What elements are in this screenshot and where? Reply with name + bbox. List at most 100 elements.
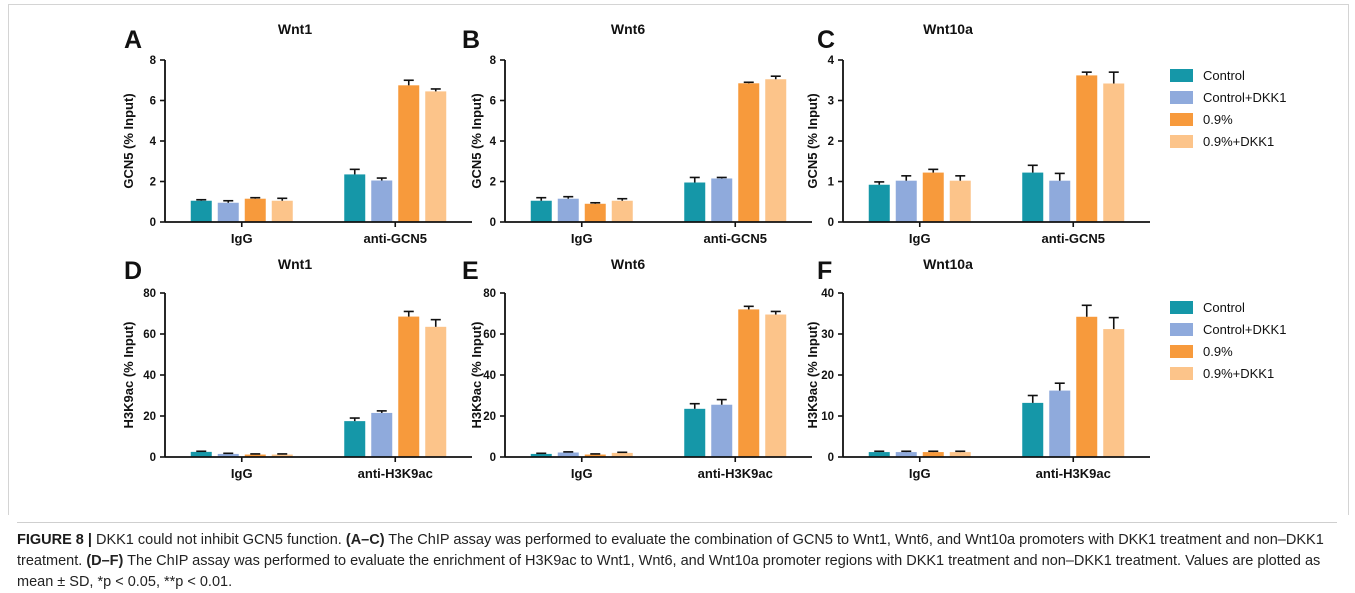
bar (1103, 83, 1125, 223)
y-tick-label: 40 (821, 288, 834, 300)
y-tick-label: 6 (490, 96, 496, 108)
bar (711, 404, 733, 457)
x-tick-label: anti-GCN5 (363, 231, 427, 246)
y-axis-label: H3K9ac (% Input) (805, 322, 820, 429)
y-tick-label: 6 (150, 96, 156, 108)
x-tick-label: anti-H3K9ac (698, 466, 773, 481)
bar (1049, 390, 1071, 457)
y-tick-label: 40 (483, 370, 496, 382)
x-tick-label: anti-GCN5 (703, 231, 767, 246)
y-tick-label: 2 (490, 177, 496, 189)
bar (584, 203, 606, 222)
bar (738, 83, 760, 222)
legend-swatch (1170, 69, 1193, 82)
bar (344, 421, 366, 457)
bar (1022, 402, 1044, 457)
y-tick-label: 0 (150, 452, 156, 464)
y-tick-label: 20 (821, 370, 834, 382)
y-tick-label: 80 (143, 288, 156, 300)
panel-letter: B (462, 26, 480, 54)
legend-label: 0.9%+DKK1 (1203, 134, 1274, 149)
panel-letter: A (124, 26, 142, 54)
bar (611, 200, 633, 222)
y-tick-label: 4 (490, 136, 497, 148)
legend-label: Control+DKK1 (1203, 322, 1286, 337)
panel-title: Wnt1 (278, 256, 312, 272)
y-axis-label: H3K9ac (% Input) (469, 322, 484, 429)
y-tick-label: 20 (483, 411, 496, 423)
bar (1076, 316, 1098, 457)
legend-swatch (1170, 367, 1193, 380)
bar (949, 180, 971, 222)
bar (530, 453, 552, 457)
legend-swatch (1170, 345, 1193, 358)
bar (190, 200, 212, 222)
caption-range-2: (D–F) (86, 553, 124, 569)
bar (1076, 75, 1098, 222)
caption-range-1: (A–C) (345, 532, 385, 548)
panel-title: Wnt10a (923, 256, 973, 272)
panel-letter: D (124, 257, 142, 285)
y-axis-label: H3K9ac (% Input) (121, 322, 136, 429)
y-axis-label: GCN5 (% Input) (805, 93, 820, 188)
bar (190, 451, 212, 457)
y-tick-label: 40 (143, 370, 156, 382)
caption-intro: DKK1 could not inhibit GCN5 function. (91, 532, 346, 548)
x-tick-label: IgG (571, 231, 593, 246)
panel-letter: F (817, 257, 832, 285)
bar (584, 454, 606, 457)
y-tick-label: 4 (150, 136, 157, 148)
bar (1049, 180, 1071, 222)
bar (425, 91, 447, 222)
x-tick-label: anti-H3K9ac (1036, 466, 1111, 481)
panel-letter: C (817, 26, 835, 54)
y-tick-label: 30 (821, 329, 834, 341)
legend-label: Control (1203, 300, 1245, 315)
bar (684, 182, 706, 222)
bar (1103, 329, 1125, 457)
panel-title: Wnt6 (611, 21, 645, 37)
y-tick-label: 0 (828, 452, 834, 464)
bar (1022, 172, 1044, 222)
panel-title: Wnt10a (923, 21, 973, 37)
bar (922, 452, 944, 457)
x-tick-label: IgG (909, 466, 931, 481)
y-tick-label: 10 (821, 411, 834, 423)
bar (949, 452, 971, 457)
bar (922, 172, 944, 222)
legend-swatch (1170, 135, 1193, 148)
legend-label: 0.9% (1203, 344, 1233, 359)
caption-label: FIGURE 8 | (17, 532, 92, 548)
y-tick-label: 3 (828, 96, 834, 108)
bar (684, 408, 706, 457)
y-tick-label: 4 (828, 55, 835, 67)
bar (398, 316, 420, 457)
x-tick-label: anti-H3K9ac (358, 466, 433, 481)
legend-swatch (1170, 323, 1193, 336)
y-tick-label: 2 (150, 177, 156, 189)
bar (557, 198, 579, 222)
bar (425, 326, 447, 457)
bar (371, 412, 393, 457)
y-tick-label: 0 (828, 217, 834, 229)
legend-swatch (1170, 301, 1193, 314)
caption-text-2: The ChIP assay was performed to evaluate… (17, 553, 1321, 590)
y-tick-label: 0 (490, 452, 496, 464)
y-axis-label: GCN5 (% Input) (469, 93, 484, 188)
bar (711, 178, 733, 222)
bar (530, 200, 552, 222)
legend-swatch (1170, 91, 1193, 104)
bar (344, 174, 366, 222)
x-tick-label: IgG (231, 466, 253, 481)
panel-title: Wnt6 (611, 256, 645, 272)
bar (371, 180, 393, 222)
y-axis-label: GCN5 (% Input) (121, 93, 136, 188)
bar (868, 452, 890, 457)
figure-caption: FIGURE 8 | DKK1 could not inhibit GCN5 f… (17, 522, 1337, 593)
y-tick-label: 0 (490, 217, 496, 229)
x-tick-label: IgG (231, 231, 253, 246)
panel-title: Wnt1 (278, 21, 312, 37)
y-tick-label: 8 (490, 55, 497, 67)
y-tick-label: 60 (483, 329, 496, 341)
